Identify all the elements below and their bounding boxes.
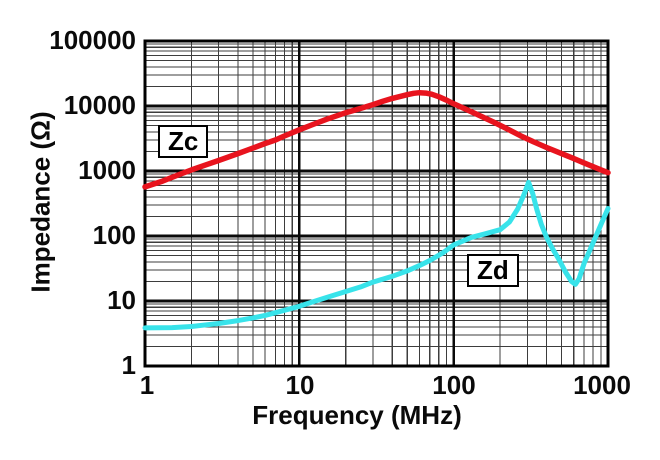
zd-curve-label-box: Zd: [467, 254, 519, 287]
x-tick-1000: 1000: [573, 370, 631, 400]
zc-curve: [142, 89, 611, 190]
x-tick-10: 10: [285, 370, 315, 400]
grid-lines: [145, 41, 608, 366]
y-tick-1: 1: [121, 349, 136, 380]
x-axis-label: Frequency (MHz): [252, 400, 462, 430]
y-tick-1000: 1000: [78, 154, 136, 185]
y-tick-100: 100: [92, 219, 136, 250]
y-tick-100000: 100000: [49, 24, 136, 55]
zd-curve: [142, 179, 611, 331]
x-tick-1: 1: [139, 370, 155, 400]
plot-border: [143, 39, 610, 368]
x-tick-100: 100: [432, 370, 476, 400]
zc-curve-label-box: Zc: [158, 125, 209, 158]
y-axis-label: Impedance (Ω): [25, 111, 56, 293]
y-tick-10: 10: [107, 284, 136, 315]
y-tick-10000: 10000: [63, 89, 136, 120]
